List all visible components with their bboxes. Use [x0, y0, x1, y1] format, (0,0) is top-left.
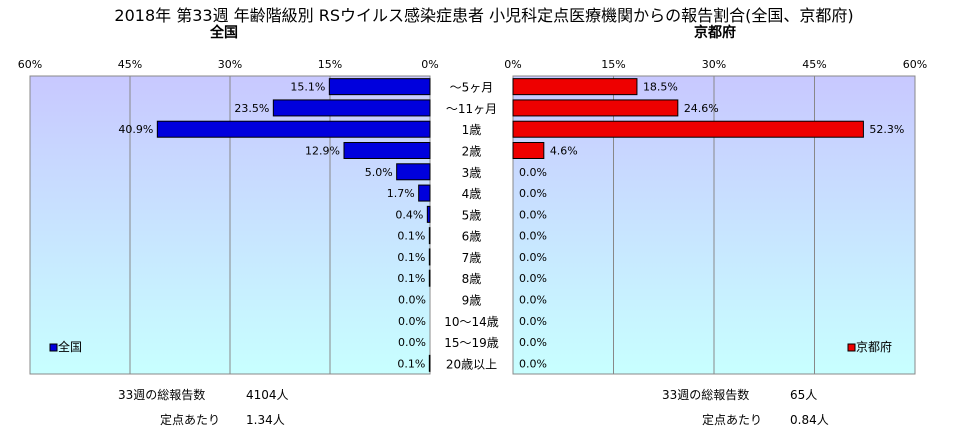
left-data-label: 0.1% [397, 230, 425, 243]
age-category-label: 15〜19歳 [444, 336, 499, 350]
left-bar [428, 227, 431, 245]
right-data-label: 52.3% [869, 123, 904, 136]
left-data-label: 12.9% [305, 145, 340, 158]
right-total-value: 65人 [790, 388, 818, 402]
age-category-label: 20歳以上 [446, 357, 497, 371]
right-per-value: 0.84人 [790, 413, 829, 427]
left-bar [428, 269, 431, 287]
age-category-label: 7歳 [462, 251, 482, 265]
left-data-label: 0.0% [398, 294, 426, 307]
left-data-label: 0.0% [398, 336, 426, 349]
age-category-label: 6歳 [462, 230, 482, 244]
right-bar [512, 142, 545, 159]
left-bar [428, 354, 431, 372]
right-data-label: 0.0% [519, 315, 547, 328]
left-data-label: 1.7% [387, 187, 415, 200]
left-data-label: 0.1% [397, 251, 425, 264]
left-data-label: 23.5% [234, 102, 269, 115]
right-x-tick-label: 0% [504, 58, 521, 71]
left-legend-label: 全国 [58, 339, 82, 354]
age-category-label: 4歳 [462, 187, 482, 201]
left-legend-swatch [49, 343, 58, 352]
left-panel-title: 全国 [210, 25, 238, 41]
right-x-tick-label: 15% [601, 58, 625, 71]
left-bar [156, 120, 431, 138]
left-x-tick-label: 15% [318, 58, 342, 71]
left-bar [343, 142, 431, 159]
right-legend-swatch [847, 343, 856, 352]
age-category-label: 3歳 [462, 166, 482, 180]
left-x-tick-label: 45% [118, 58, 142, 71]
left-bar [328, 78, 431, 96]
right-data-label: 0.0% [519, 251, 547, 264]
left-data-label: 0.0% [398, 315, 426, 328]
right-x-tick-label: 60% [903, 58, 927, 71]
right-data-label: 0.0% [519, 294, 547, 307]
age-category-label: 10〜14歳 [444, 315, 499, 329]
left-data-label: 15.1% [290, 81, 325, 94]
right-data-label: 0.0% [519, 166, 547, 179]
left-bar [418, 184, 431, 202]
right-data-label: 18.5% [643, 81, 678, 94]
left-x-tick-label: 0% [421, 58, 438, 71]
left-data-label: 5.0% [365, 166, 393, 179]
left-total-label: 33週の総報告数 [118, 388, 206, 402]
left-bar [428, 248, 431, 266]
right-per-label: 定点あたり [702, 413, 763, 427]
right-bar [512, 120, 864, 138]
age-category-label: 5歳 [462, 208, 482, 222]
left-x-tick-label: 60% [18, 58, 42, 71]
right-data-label: 0.0% [519, 336, 547, 349]
right-data-label: 0.0% [519, 208, 547, 221]
right-data-label: 4.6% [550, 145, 578, 158]
right-legend-label: 京都府 [856, 339, 892, 354]
left-bar [272, 99, 431, 117]
age-category-label: 8歳 [462, 272, 482, 286]
left-per-value: 1.34人 [246, 413, 285, 427]
age-category-label: 9歳 [462, 294, 482, 308]
right-x-tick-label: 30% [702, 58, 726, 71]
left-data-label: 0.1% [397, 272, 425, 285]
age-category-label: 〜11ヶ月 [446, 102, 497, 116]
right-data-label: 0.0% [519, 272, 547, 285]
age-category-label: 1歳 [462, 123, 482, 137]
chart-title: 2018年 第33週 年齢階級別 RSウイルス感染症患者 小児科定点医療機関から… [114, 6, 854, 25]
left-bar [396, 163, 431, 181]
right-data-label: 0.0% [519, 357, 547, 370]
right-panel-title: 京都府 [694, 25, 736, 41]
left-data-label: 40.9% [118, 123, 153, 136]
left-per-label: 定点あたり [160, 413, 221, 427]
right-bar [512, 99, 679, 117]
left-data-label: 0.1% [397, 357, 425, 370]
right-bar [512, 78, 638, 96]
right-x-tick-label: 45% [802, 58, 826, 71]
age-category-label: 〜5ヶ月 [450, 81, 494, 95]
right-total-label: 33週の総報告数 [662, 388, 750, 402]
left-total-value: 4104人 [246, 388, 289, 402]
right-data-label: 0.0% [519, 230, 547, 243]
left-x-tick-label: 30% [218, 58, 242, 71]
right-data-label: 24.6% [684, 102, 719, 115]
right-data-label: 0.0% [519, 187, 547, 200]
left-bar [426, 205, 431, 223]
age-category-label: 2歳 [462, 145, 482, 159]
left-data-label: 0.4% [395, 208, 423, 221]
